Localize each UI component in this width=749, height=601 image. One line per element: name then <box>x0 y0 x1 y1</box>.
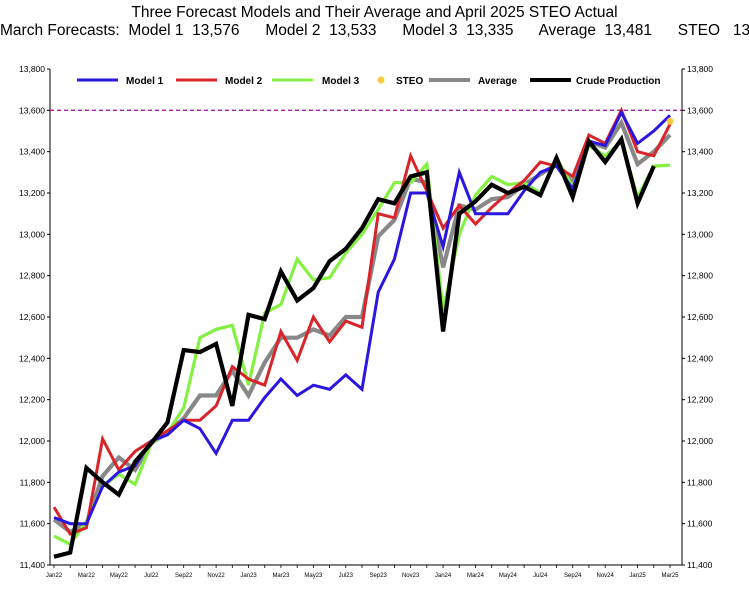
x-tick-label: Jan23 <box>240 573 257 579</box>
y-tick-label-right: 12,400 <box>687 353 713 363</box>
y-tick-label-left: 12,600 <box>19 312 45 322</box>
y-tick-label-right: 13,600 <box>687 105 713 115</box>
y-tick-label-right: 12,200 <box>687 395 713 405</box>
y-tick-label-right: 12,800 <box>687 271 713 281</box>
x-tick-label: Sep22 <box>175 573 193 579</box>
x-tick-label: May24 <box>499 573 518 579</box>
y-tick-label-right: 12,600 <box>687 312 713 322</box>
x-tick-label: Nov24 <box>596 573 614 579</box>
legend-label-model-1: Model 1 <box>126 76 164 87</box>
x-tick-label: Jan24 <box>435 573 452 579</box>
legend-label-crude-production: Crude Production <box>576 76 660 87</box>
y-tick-label-right: 11,400 <box>687 560 713 570</box>
x-tick-label: Sep24 <box>564 573 582 579</box>
legend-label-model-2: Model 2 <box>225 76 263 87</box>
x-tick-label: Mar23 <box>272 573 290 579</box>
y-tick-label-right: 13,000 <box>687 229 713 239</box>
y-tick-label-left: 12,200 <box>19 395 45 405</box>
x-tick-label: Mar25 <box>661 573 679 579</box>
legend-label-steo: STEO <box>396 76 423 87</box>
title-block: Three Forecast Models and Their Average … <box>0 4 749 40</box>
chart-subtitle: March Forecasts: Model 1 13,576 Model 2 … <box>0 22 749 39</box>
legend-label-average: Average <box>478 76 518 87</box>
y-tick-label-left: 11,800 <box>20 477 46 487</box>
x-tick-label: Jan22 <box>46 573 63 579</box>
steo-point <box>666 117 674 125</box>
y-tick-label-right: 11,600 <box>687 519 713 529</box>
legend-label-model-3: Model 3 <box>322 76 360 87</box>
y-tick-label-right: 13,400 <box>687 147 713 157</box>
x-tick-label: Mar24 <box>467 573 485 579</box>
x-tick-label: Mar22 <box>78 573 96 579</box>
x-tick-label: Jul23 <box>339 573 354 579</box>
x-tick-label: Jul22 <box>144 573 159 579</box>
x-tick-label: Sep23 <box>370 573 388 579</box>
x-tick-label: Nov23 <box>402 573 420 579</box>
x-tick-label: Jan25 <box>629 573 646 579</box>
y-tick-label-left: 11,600 <box>20 519 46 529</box>
y-tick-label-left: 12,800 <box>19 271 45 281</box>
y-tick-label-left: 12,400 <box>19 353 45 363</box>
series-line-model-3 <box>53 138 671 547</box>
x-tick-label: May23 <box>304 573 323 579</box>
x-tick-label: Nov22 <box>207 573 225 579</box>
y-tick-label-left: 13,400 <box>19 147 45 157</box>
chart-title: Three Forecast Models and Their Average … <box>131 4 618 21</box>
y-tick-label-right: 12,000 <box>687 436 713 446</box>
y-tick-label-left: 13,600 <box>19 105 45 115</box>
y-tick-label-right: 13,200 <box>687 188 713 198</box>
y-tick-label-left: 11,400 <box>20 560 46 570</box>
y-tick-label-right: 13,800 <box>687 64 713 74</box>
y-tick-label-left: 12,000 <box>19 436 45 446</box>
x-tick-label: May22 <box>110 573 129 579</box>
x-tick-label: Jul24 <box>533 573 548 579</box>
y-tick-label-left: 13,000 <box>19 229 45 239</box>
y-tick-label-left: 13,800 <box>19 64 45 74</box>
legend-marker-steo <box>377 76 385 84</box>
series-line-crude-production <box>53 134 656 559</box>
y-tick-label-right: 11,800 <box>687 477 713 487</box>
y-tick-label-left: 13,200 <box>19 188 45 198</box>
